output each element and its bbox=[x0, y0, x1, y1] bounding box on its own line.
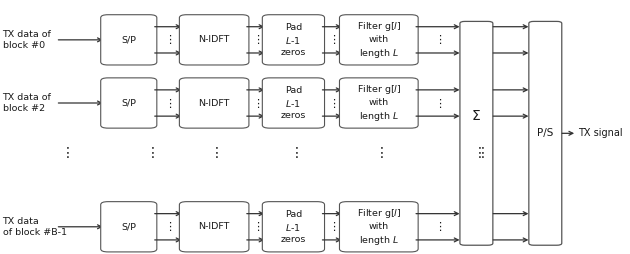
Text: $\vdots$: $\vdots$ bbox=[251, 220, 260, 233]
Text: $\vdots$: $\vdots$ bbox=[60, 145, 69, 160]
Text: S/P: S/P bbox=[121, 35, 136, 44]
FancyBboxPatch shape bbox=[340, 15, 418, 65]
Text: $\vdots$: $\vdots$ bbox=[328, 220, 336, 233]
FancyBboxPatch shape bbox=[262, 202, 324, 252]
Text: N-IDFT: N-IDFT bbox=[198, 222, 230, 231]
FancyBboxPatch shape bbox=[101, 202, 157, 252]
FancyBboxPatch shape bbox=[180, 15, 249, 65]
Text: N-IDFT: N-IDFT bbox=[198, 35, 230, 44]
Text: $\vdots$: $\vdots$ bbox=[433, 97, 442, 109]
Text: $\vdots$: $\vdots$ bbox=[146, 145, 155, 160]
Text: Pad
$L$-1
zeros: Pad $L$-1 zeros bbox=[281, 23, 306, 57]
FancyBboxPatch shape bbox=[529, 21, 562, 245]
Text: $\vdots$: $\vdots$ bbox=[164, 220, 172, 233]
Text: $\vdots$: $\vdots$ bbox=[374, 145, 384, 160]
Text: $\vdots$: $\vdots$ bbox=[433, 33, 442, 46]
Text: $\vdots$: $\vdots$ bbox=[164, 33, 172, 46]
Text: TX data of
block #0: TX data of block #0 bbox=[3, 30, 52, 50]
Text: $\vdots$: $\vdots$ bbox=[251, 33, 260, 46]
FancyBboxPatch shape bbox=[101, 78, 157, 128]
Text: Filter g[$l$]
with
length $L$: Filter g[$l$] with length $L$ bbox=[357, 20, 401, 60]
Text: P/S: P/S bbox=[537, 128, 554, 138]
FancyBboxPatch shape bbox=[262, 78, 324, 128]
FancyBboxPatch shape bbox=[340, 78, 418, 128]
Text: TX data of
block #2: TX data of block #2 bbox=[3, 93, 52, 113]
Text: Pad
$L$-1
zeros: Pad $L$-1 zeros bbox=[281, 86, 306, 120]
FancyBboxPatch shape bbox=[460, 21, 493, 245]
FancyBboxPatch shape bbox=[180, 78, 249, 128]
Text: $\vdots$: $\vdots$ bbox=[164, 97, 172, 109]
Text: TX data
of block #B-1: TX data of block #B-1 bbox=[3, 217, 67, 237]
FancyBboxPatch shape bbox=[180, 202, 249, 252]
FancyBboxPatch shape bbox=[340, 202, 418, 252]
Text: S/P: S/P bbox=[121, 222, 136, 231]
Text: $\vdots$: $\vdots$ bbox=[472, 145, 481, 160]
Text: N-IDFT: N-IDFT bbox=[198, 99, 230, 107]
Text: $\vdots$: $\vdots$ bbox=[209, 145, 219, 160]
Text: $\vdots$: $\vdots$ bbox=[289, 145, 298, 160]
Text: Filter g[$l$]
with
length $L$: Filter g[$l$] with length $L$ bbox=[357, 207, 401, 247]
Text: $\vdots$: $\vdots$ bbox=[251, 97, 260, 109]
Text: $\vdots$: $\vdots$ bbox=[433, 220, 442, 233]
Text: TX signal: TX signal bbox=[578, 128, 623, 138]
FancyBboxPatch shape bbox=[262, 15, 324, 65]
Text: $\vdots$: $\vdots$ bbox=[474, 145, 484, 160]
Text: Filter g[$l$]
with
length $L$: Filter g[$l$] with length $L$ bbox=[357, 83, 401, 123]
Text: Pad
$L$-1
zeros: Pad $L$-1 zeros bbox=[281, 210, 306, 244]
Text: S/P: S/P bbox=[121, 99, 136, 107]
Text: $\Sigma$: $\Sigma$ bbox=[471, 109, 481, 123]
Text: $\vdots$: $\vdots$ bbox=[328, 33, 336, 46]
Text: $\vdots$: $\vdots$ bbox=[328, 97, 336, 109]
FancyBboxPatch shape bbox=[101, 15, 157, 65]
